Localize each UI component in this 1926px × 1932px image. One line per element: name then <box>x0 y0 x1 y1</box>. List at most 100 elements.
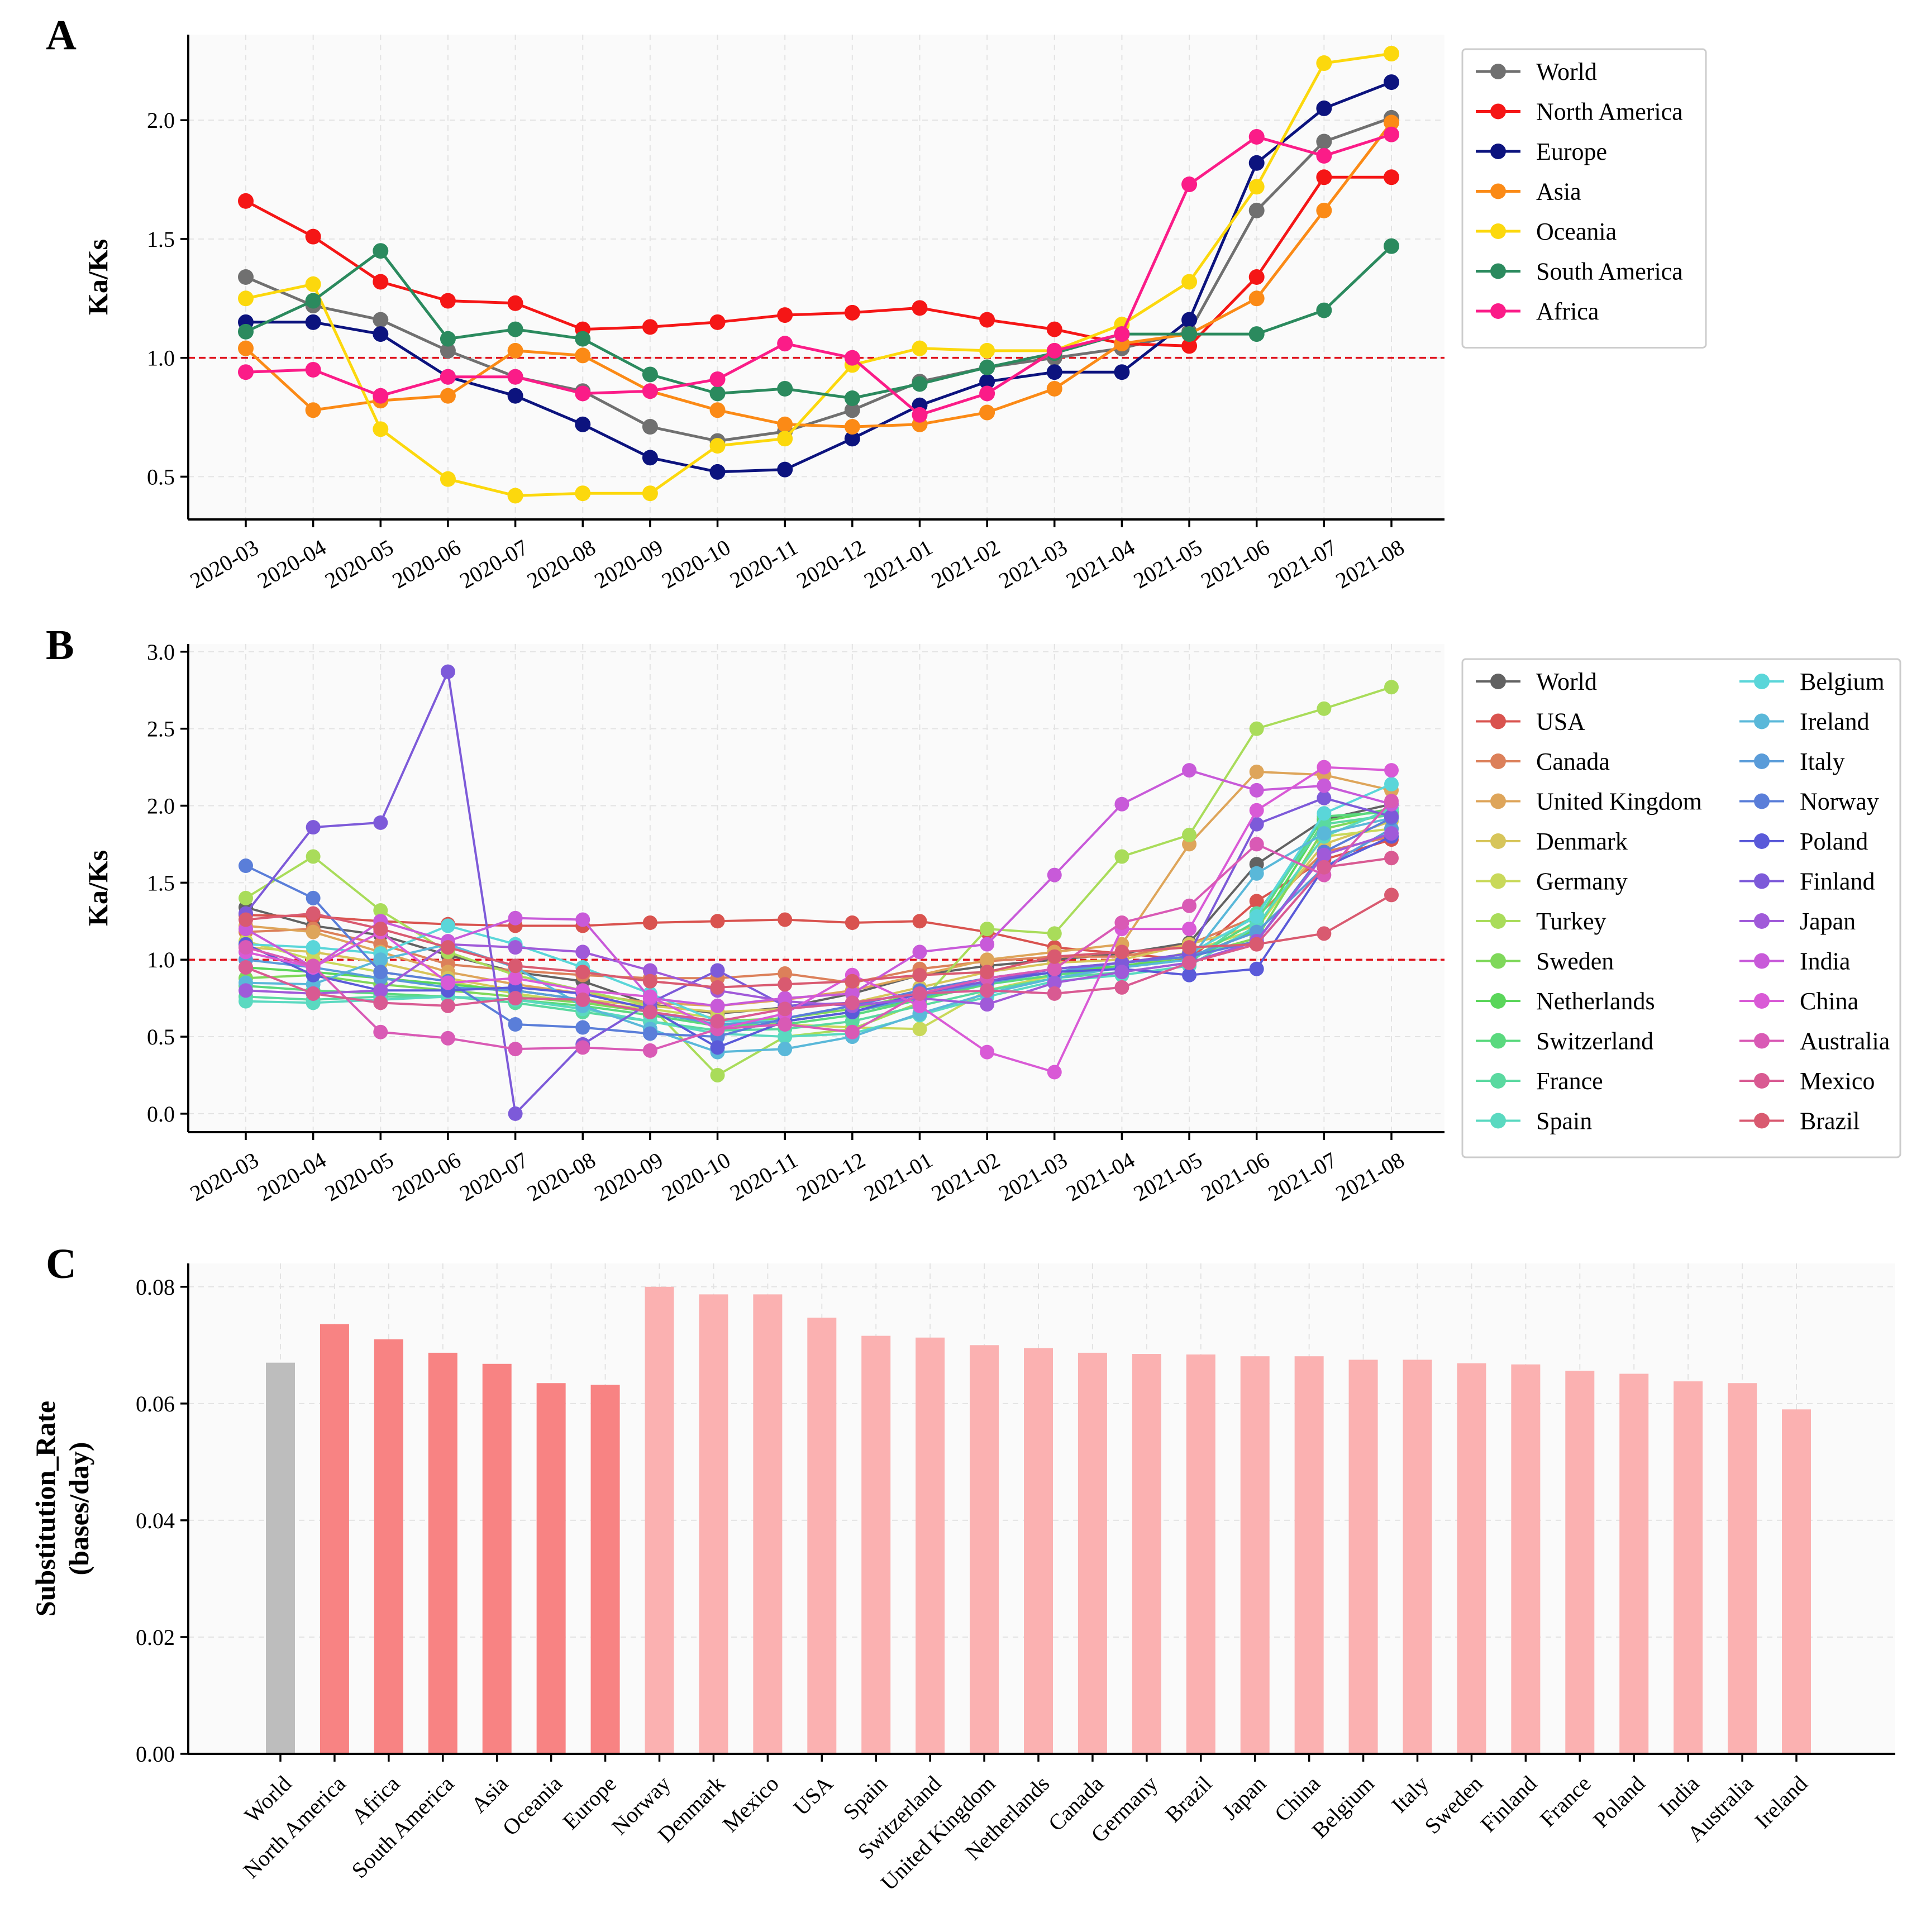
data-point-europe <box>979 374 995 390</box>
data-point-europe <box>507 388 523 404</box>
legend-label: Sweden <box>1536 948 1614 975</box>
legend-marker <box>1490 303 1506 319</box>
x-tick-label: Mexico <box>718 1771 784 1837</box>
legend-marker <box>1490 103 1506 120</box>
data-point-norway <box>373 965 388 980</box>
data-point-oceania <box>507 488 523 504</box>
bar-poland <box>1619 1373 1649 1754</box>
data-point-asia <box>440 388 456 404</box>
data-point-india <box>1249 783 1264 798</box>
data-point-africa <box>1046 342 1062 359</box>
data-point-north-america <box>373 274 389 290</box>
data-point-north-america <box>912 300 928 316</box>
data-point-norway <box>575 1020 590 1035</box>
data-point-asia <box>709 402 726 418</box>
data-point-world <box>440 342 456 359</box>
x-tick-label: USA <box>788 1771 837 1820</box>
data-point-oceania <box>1248 179 1265 195</box>
bar-belgium <box>1348 1359 1378 1754</box>
x-tick-label: 2021-02 <box>927 535 1004 594</box>
data-point-brazil <box>1114 944 1129 960</box>
series-brazil <box>239 888 1399 995</box>
data-point-world <box>373 312 389 328</box>
legend-label: Denmark <box>1536 828 1628 855</box>
data-point-japan <box>508 940 523 955</box>
legend-marker <box>1754 1113 1770 1129</box>
data-point-india <box>508 910 523 926</box>
series-line-australia <box>245 800 1393 1052</box>
data-point-australia <box>1384 794 1399 809</box>
legend-item-oceania: Oceania <box>1476 218 1617 245</box>
data-point-australia <box>239 940 253 955</box>
data-point-china <box>1317 760 1332 775</box>
x-tick-label: 2021-04 <box>1062 1147 1139 1206</box>
data-point-south-america <box>238 323 254 340</box>
series-africa <box>238 126 1399 423</box>
data-point-north-america <box>979 312 995 328</box>
data-point-china <box>508 971 523 986</box>
legend-item-asia: Asia <box>1476 178 1581 206</box>
data-point-brazil <box>778 977 793 992</box>
x-tick-label: 2020-08 <box>523 1147 600 1206</box>
x-tick-label: 2021-07 <box>1264 535 1341 594</box>
data-point-mexico <box>845 995 860 1010</box>
x-tick-label: 2020-12 <box>792 535 869 594</box>
data-point-oceania <box>305 276 321 292</box>
data-point-china <box>1047 1065 1062 1080</box>
data-point-brazil <box>373 922 388 937</box>
series-line-india <box>245 769 1392 1007</box>
data-point-europe <box>373 326 389 342</box>
data-point-mexico <box>1317 860 1332 875</box>
data-point-south-america <box>912 376 928 392</box>
data-point-australia <box>440 1031 455 1046</box>
data-point-ireland <box>373 952 388 967</box>
data-point-north-america <box>238 193 254 209</box>
data-point-asia <box>1316 202 1332 218</box>
bar-mexico <box>753 1294 783 1754</box>
data-point-india <box>1047 867 1062 882</box>
x-tick-label: Ireland <box>1749 1771 1812 1834</box>
data-point-europe <box>1384 74 1399 90</box>
data-point-china <box>1182 922 1197 937</box>
panel-a-line-chart: A0.51.01.52.02020-032020-042020-052020-0… <box>46 12 1707 594</box>
data-point-mexico <box>1047 986 1062 1001</box>
y-tick-label: 0.0 <box>147 1101 175 1127</box>
data-point-europe <box>1181 312 1198 328</box>
data-point-brazil <box>912 967 927 982</box>
x-tick-label: France <box>1535 1771 1596 1832</box>
data-point-australia <box>373 1024 388 1039</box>
legend-label: Africa <box>1536 298 1599 325</box>
data-point-finland <box>710 963 725 978</box>
data-point-south-america <box>305 293 321 309</box>
data-point-australia <box>778 1017 793 1032</box>
legend-item-poland: Poland <box>1739 828 1868 855</box>
legend-label: Oceania <box>1536 218 1617 245</box>
data-point-north-america <box>1384 169 1399 185</box>
data-point-australia <box>1114 915 1129 931</box>
data-point-japan <box>1047 975 1062 990</box>
data-point-turkey <box>373 903 388 918</box>
data-point-india <box>1182 763 1197 778</box>
legend-marker <box>1490 953 1506 969</box>
data-point-china <box>980 1044 995 1060</box>
data-point-india <box>710 998 725 1013</box>
legend-marker <box>1490 1033 1506 1049</box>
legend-item-spain: Spain <box>1476 1108 1592 1135</box>
data-point-asia <box>507 342 523 359</box>
legend-label: USA <box>1536 708 1585 736</box>
data-point-europe <box>305 314 321 330</box>
data-point-africa <box>777 336 793 352</box>
data-point-usa <box>710 914 725 929</box>
data-point-north-america <box>440 293 456 309</box>
data-point-brazil <box>440 940 455 955</box>
plot-area <box>188 644 1444 1132</box>
y-axis-title: Substitution_Rate <box>30 1401 61 1616</box>
data-point-japan <box>1317 847 1332 862</box>
legend-marker <box>1754 1073 1770 1089</box>
x-tick-label: Poland <box>1588 1771 1650 1833</box>
bar-china <box>1294 1356 1324 1754</box>
legend-label: Norway <box>1800 788 1879 815</box>
data-point-africa <box>1316 148 1332 164</box>
x-tick-label: 2020-12 <box>792 1147 869 1206</box>
